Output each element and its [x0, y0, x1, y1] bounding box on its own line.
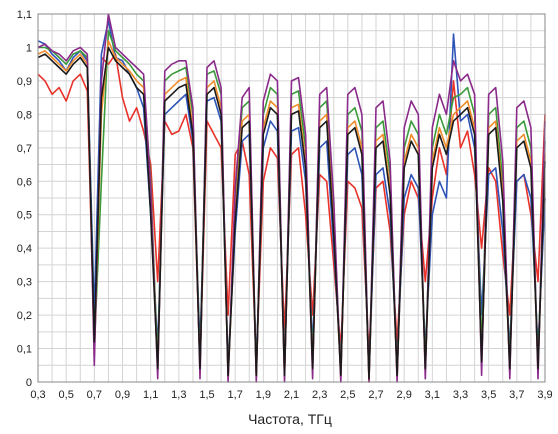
x-tick-label: 1,3 — [171, 389, 186, 401]
y-tick-label: 0,6 — [17, 176, 32, 188]
x-tick-label: 1,9 — [256, 389, 271, 401]
y-tick-label: 0,5 — [17, 210, 32, 222]
series-line-6 — [37, 46, 546, 380]
x-tick-label: 2,7 — [368, 389, 383, 401]
x-tick-label: 2,9 — [397, 389, 412, 401]
y-tick-label: 0,1 — [17, 344, 32, 356]
x-tick-label: 1,5 — [199, 389, 214, 401]
x-tick-label: 3,1 — [425, 389, 440, 401]
series-line-5 — [37, 13, 546, 383]
x-tick-label: 2,1 — [284, 389, 299, 401]
x-tick-label: 3,5 — [481, 389, 496, 401]
plot-frame — [37, 13, 546, 383]
x-axis-label: Частота, ТГц — [248, 411, 332, 427]
x-axis-ticks: 0,3 0,5 0,7 0,9 1,1 1,3 1,5 1,7 1,9 2,1 2,3 2,5 2,7 2… — [30, 389, 552, 401]
x-tick-label: 2,5 — [340, 389, 355, 401]
y-tick-label: 0 — [26, 377, 32, 389]
y-tick-label: 1,1 — [17, 9, 32, 21]
x-tick-label: 0,3 — [30, 389, 45, 401]
x-tick-label: 0,5 — [59, 389, 74, 401]
x-tick-label: 3,9 — [537, 389, 552, 401]
grid — [37, 13, 546, 383]
x-tick-label: 0,9 — [115, 389, 130, 401]
series-group — [37, 13, 546, 383]
y-tick-label: 0,8 — [17, 109, 32, 121]
x-tick-label: 1,7 — [228, 389, 243, 401]
x-tick-label: 0,7 — [87, 389, 102, 401]
x-tick-label: 3,7 — [509, 389, 524, 401]
x-tick-label: 3,3 — [453, 389, 468, 401]
y-tick-label: 1 — [26, 42, 32, 54]
y-tick-label: 0,7 — [17, 143, 32, 155]
x-tick-label: 1,1 — [143, 389, 158, 401]
y-axis-ticks: 0 0,1 0,2 0,3 0,4 0,5 0,6 0,7 0,8 0,9 1 1,1 — [17, 9, 32, 389]
y-tick-label: 0,3 — [17, 277, 32, 289]
x-tick-label: 2,3 — [312, 389, 327, 401]
y-tick-label: 0,9 — [17, 76, 32, 88]
y-tick-label: 0,2 — [17, 310, 32, 322]
y-tick-label: 0,4 — [17, 243, 32, 255]
